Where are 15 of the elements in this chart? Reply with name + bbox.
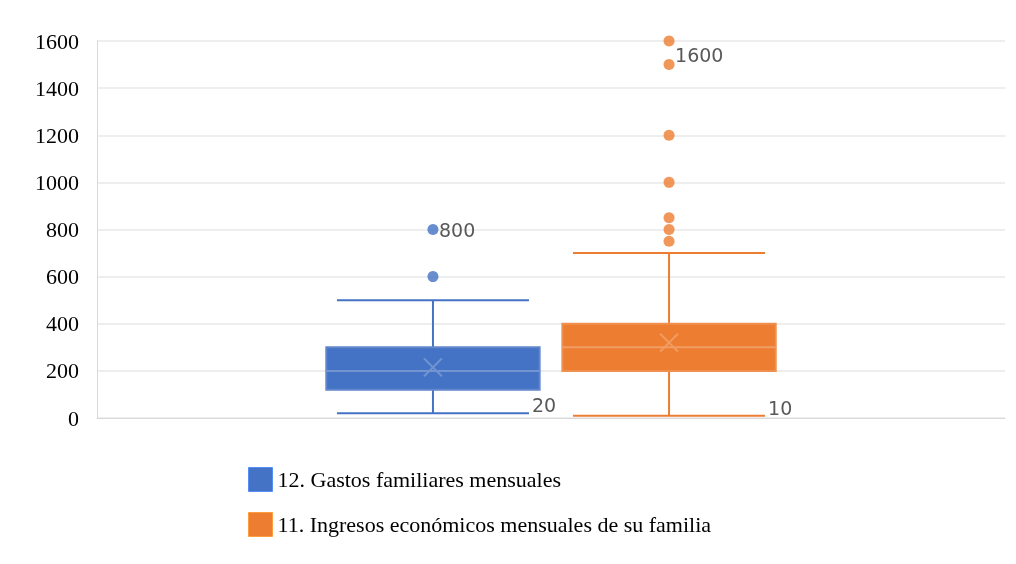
legend-label: 12. Gastos familiares mensuales [277,467,561,492]
y-tick-label: 400 [46,311,79,337]
y-tick-label: 1000 [35,169,79,195]
legend-label: 11. Ingresos económicos mensuales de su familia [277,512,712,537]
y-tick-label: 800 [46,217,79,242]
annotation: 1600 [675,44,724,66]
y-tick-label: 1400 [35,75,79,101]
annotation: 800 [438,218,476,241]
y-tick-label: 1200 [35,122,79,148]
annotation: 10 [768,396,793,419]
annotation: 20 [531,394,557,417]
y-tick-label: 200 [46,358,79,384]
y-tick-label: 600 [46,264,79,290]
y-tick-label: 0 [68,405,79,431]
y-tick-label: 1600 [35,28,79,54]
